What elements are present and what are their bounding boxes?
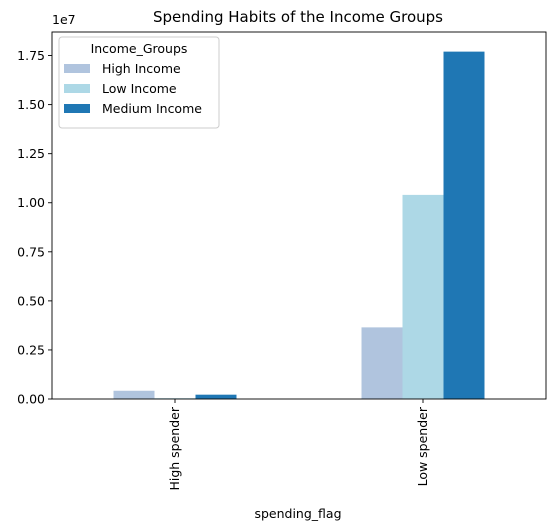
bar-medium-income-low-spender (443, 51, 485, 399)
legend: Income_Groups High Income Low Income Mediu… (58, 36, 220, 129)
y-tick-label: 0.00 (17, 392, 45, 407)
legend-swatch (64, 104, 90, 113)
legend-swatch (64, 64, 90, 73)
plot-frame (51, 31, 547, 400)
y-tick-label: 1.25 (17, 146, 45, 161)
bars-group (113, 51, 485, 399)
legend-entry-label: Low Income (102, 81, 177, 96)
chart-title: Spending Habits of the Income Groups (153, 8, 443, 26)
legend-entry-label: High Income (102, 61, 181, 76)
y-tick-label: 1.75 (17, 48, 45, 63)
x-tick-label: High spender (167, 406, 182, 490)
y-tick-label: 0.25 (17, 342, 45, 357)
y-tick-label: 1.00 (17, 195, 45, 210)
x-axis: High spender Low spender (167, 399, 430, 491)
y-axis: 0.00 0.25 0.50 0.75 1.00 1.25 1.50 1.75 (17, 48, 52, 407)
bar-high-income-high-spender (113, 390, 155, 399)
y-tick-label: 0.75 (17, 244, 45, 259)
y-offset-label: 1e7 (52, 12, 76, 27)
legend-swatch (64, 84, 90, 93)
y-tick-label: 1.50 (17, 97, 45, 112)
bar-low-income-low-spender (402, 194, 444, 399)
legend-entry-label: Medium Income (102, 101, 202, 116)
legend-title: Income_Groups (91, 41, 188, 56)
bar-high-income-low-spender (361, 327, 403, 399)
legend-frame (58, 36, 220, 129)
bar-medium-income-high-spender (195, 394, 237, 399)
x-tick-label: Low spender (415, 406, 430, 486)
x-axis-label: spending_flag (254, 506, 341, 521)
y-tick-label: 0.50 (17, 293, 45, 308)
